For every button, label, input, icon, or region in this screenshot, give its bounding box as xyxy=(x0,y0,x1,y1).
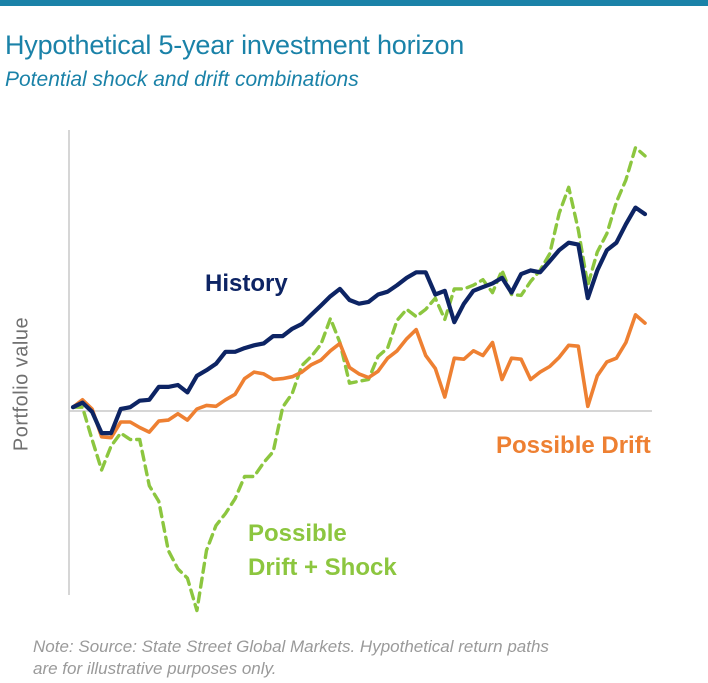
legend-label-drift-shock-line2: Drift + Shock xyxy=(248,554,397,581)
source-note-line-1: Note: Source: State Street Global Market… xyxy=(33,637,549,656)
line-chart: History Possible Drift Possible Drift + … xyxy=(68,130,652,613)
top-accent-rule xyxy=(0,0,708,6)
page-title: Hypothetical 5-year investment horizon xyxy=(5,30,465,60)
page-subtitle: Potential shock and drift combinations xyxy=(5,68,359,91)
source-note-line-2: are for illustrative purposes only. xyxy=(33,659,277,678)
legend-label-drift-shock: Possible Drift + Shock xyxy=(248,520,397,581)
series-layer xyxy=(70,145,648,613)
legend-label-possible-drift: Possible Drift xyxy=(496,432,651,459)
source-note: Note: Source: State Street Global Market… xyxy=(33,636,673,680)
legend-label-history: History xyxy=(205,270,288,297)
series-line-possible-drift xyxy=(71,312,647,440)
series-line-drift-shock xyxy=(71,145,647,613)
series-line-history xyxy=(70,205,648,436)
legend-label-drift-shock-line1: Possible xyxy=(248,520,347,547)
